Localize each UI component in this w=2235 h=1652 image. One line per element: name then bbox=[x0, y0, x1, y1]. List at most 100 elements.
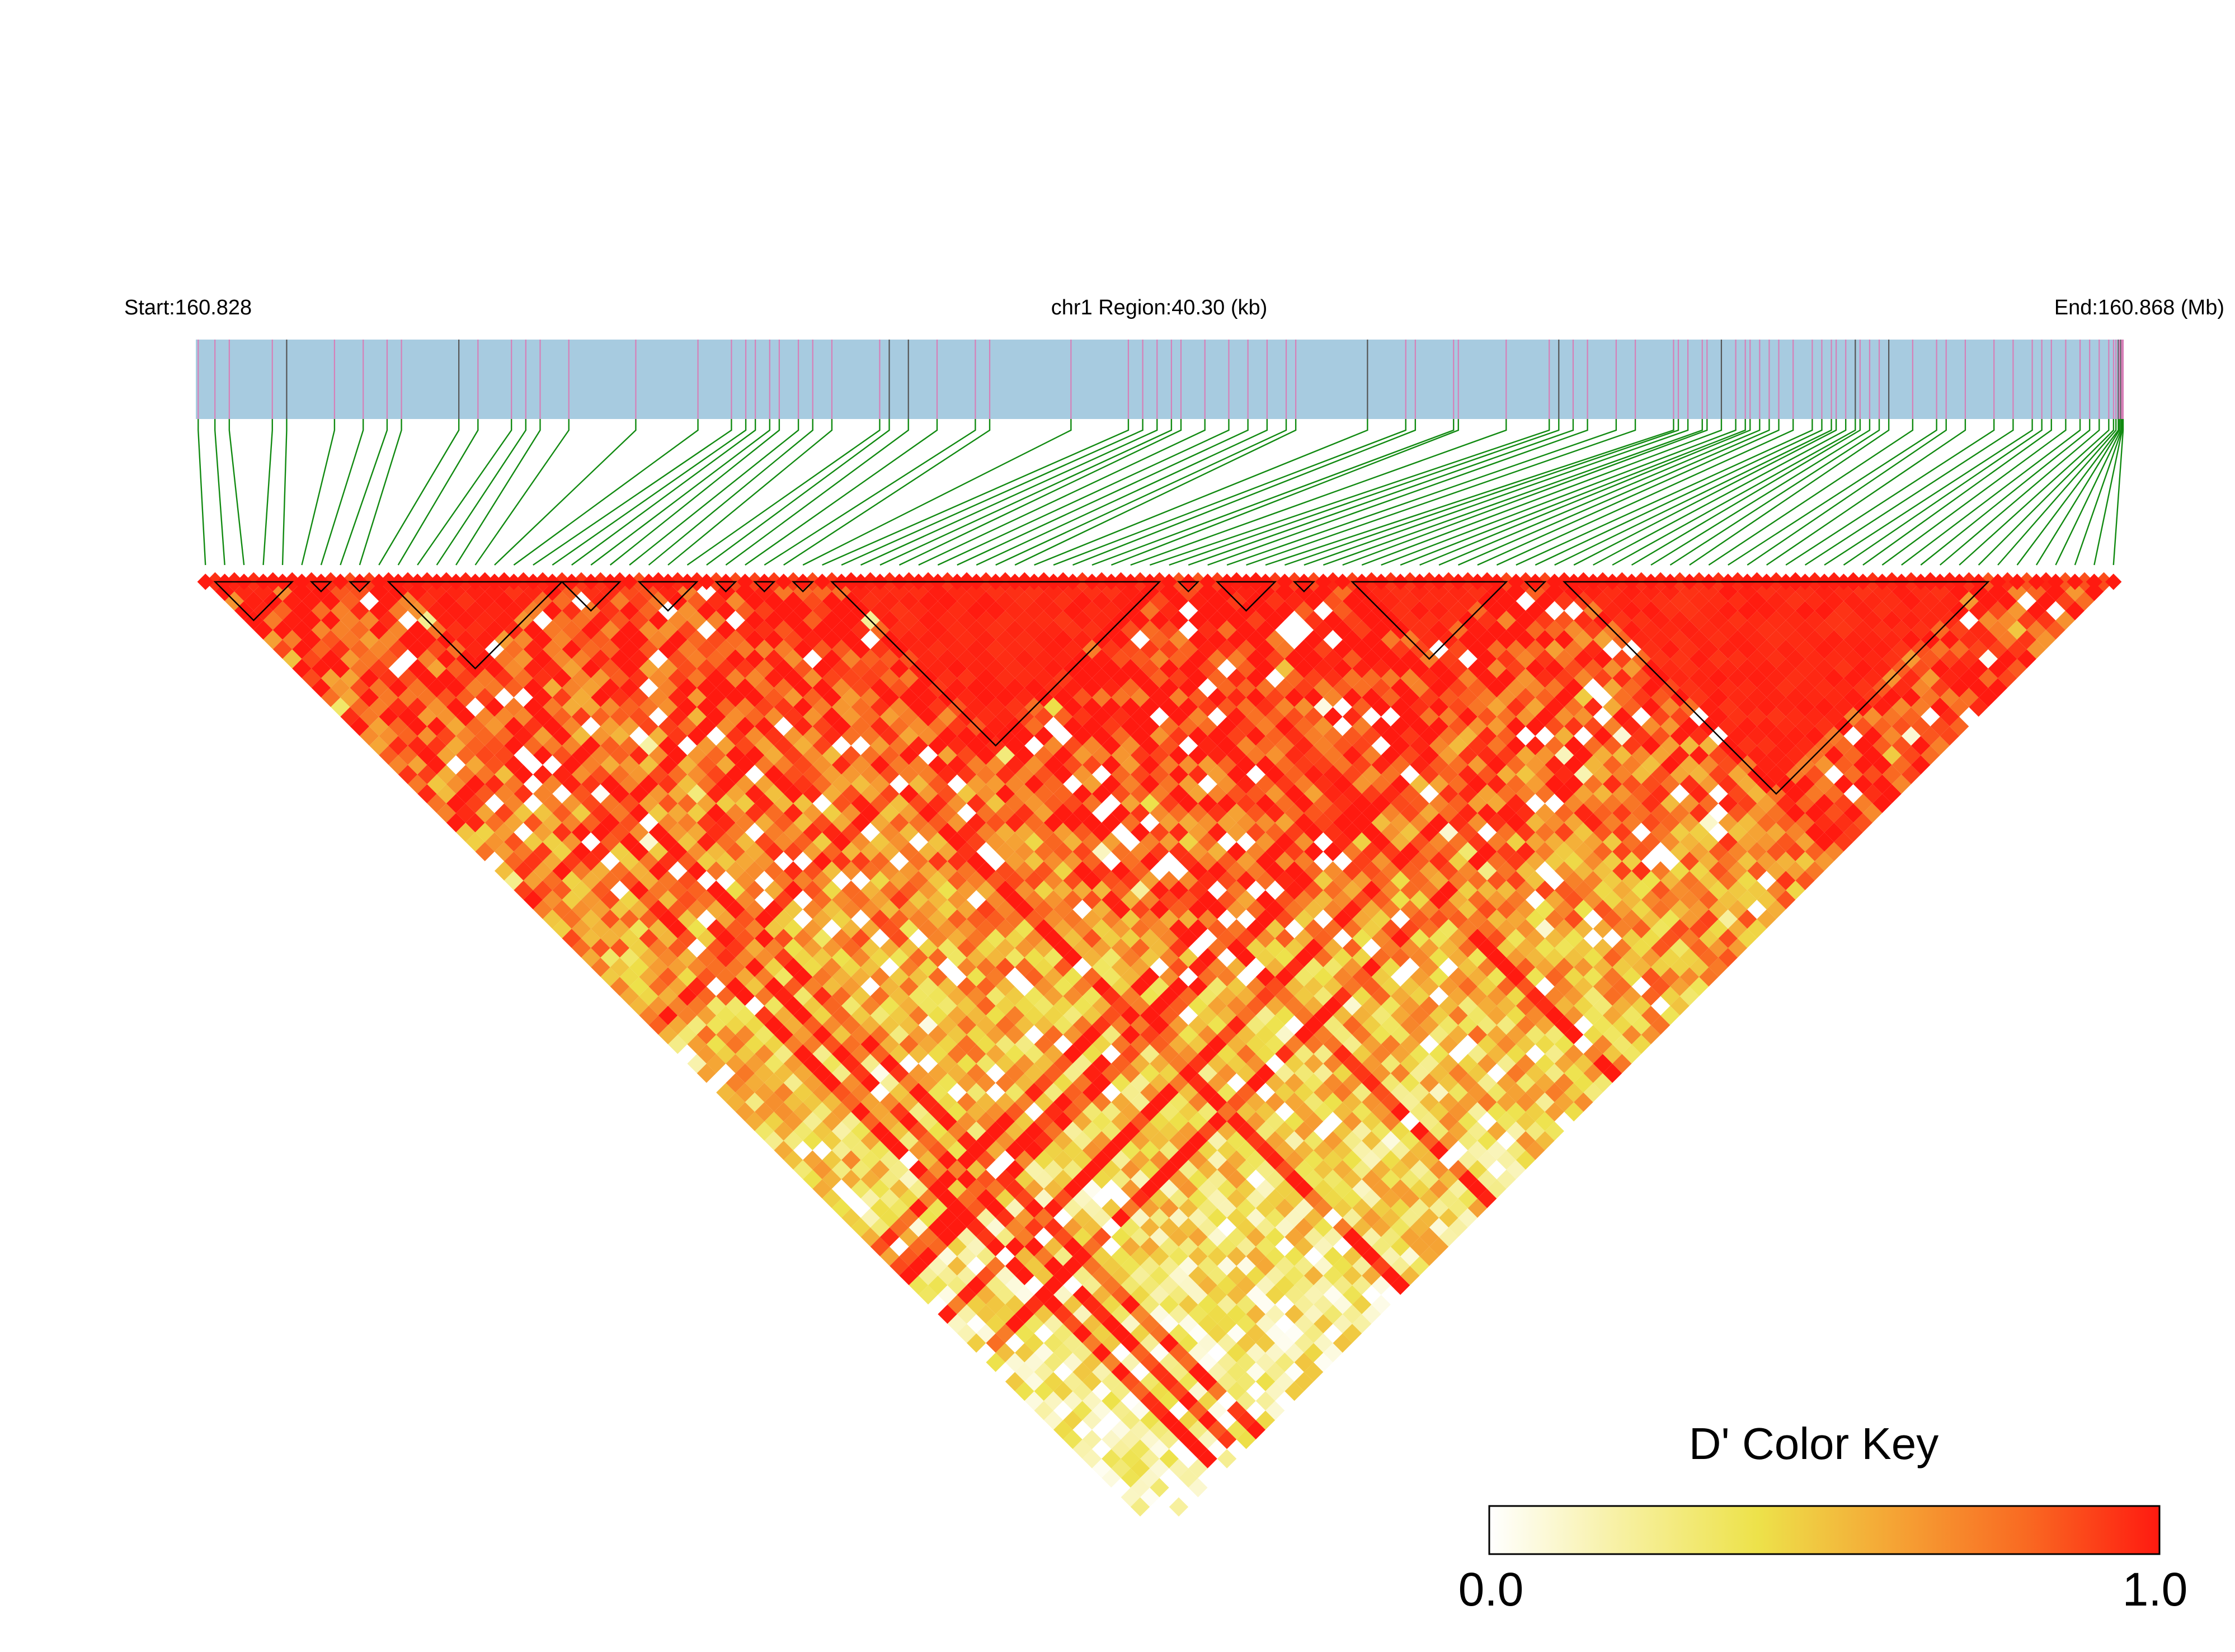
ld-cell bbox=[1545, 929, 1564, 948]
ld-cell bbox=[533, 649, 553, 669]
ld-cell bbox=[1381, 1285, 1401, 1305]
ld-cell bbox=[1188, 1477, 1208, 1498]
ld-cell bbox=[629, 630, 649, 649]
ld-cell bbox=[1178, 1141, 1198, 1160]
ld-cell bbox=[1709, 745, 1728, 765]
ld-cell bbox=[629, 938, 649, 958]
ld-cell bbox=[436, 688, 457, 707]
ld-cell bbox=[1255, 658, 1276, 679]
ld-cell bbox=[1419, 630, 1439, 649]
ld-cell bbox=[1063, 639, 1083, 659]
ld-cell bbox=[938, 996, 957, 1016]
ld-cell bbox=[1805, 669, 1825, 688]
ld-cell bbox=[1314, 1102, 1333, 1122]
ld-cell bbox=[812, 813, 832, 832]
ld-cell bbox=[1679, 870, 1700, 891]
ld-cell bbox=[1410, 717, 1429, 736]
ld-cell bbox=[292, 601, 312, 620]
ld-cell bbox=[639, 755, 658, 775]
ld-cell bbox=[1477, 919, 1497, 939]
snp-connector bbox=[1496, 419, 1794, 566]
ld-cell bbox=[639, 967, 658, 987]
ld-cell bbox=[1631, 610, 1651, 630]
ld-cell bbox=[1516, 996, 1536, 1016]
ld-cell bbox=[1024, 1044, 1044, 1064]
ld-cell bbox=[1294, 755, 1314, 775]
ld-cell bbox=[1304, 745, 1324, 765]
ld-cell bbox=[543, 755, 562, 775]
ld-cell bbox=[1410, 967, 1429, 987]
ld-cell bbox=[860, 957, 880, 977]
ld-cell bbox=[552, 745, 572, 765]
ld-cell bbox=[1660, 620, 1680, 640]
ld-cell bbox=[1178, 1295, 1198, 1315]
ld-cell bbox=[1400, 1054, 1420, 1074]
ld-cell bbox=[1236, 813, 1256, 832]
ld-cell bbox=[562, 736, 581, 756]
ld-cell bbox=[677, 890, 697, 910]
ld-cell bbox=[283, 610, 302, 630]
ld-cell bbox=[995, 688, 1015, 707]
ld-cell bbox=[1111, 649, 1131, 669]
ld-cell bbox=[1159, 1141, 1179, 1160]
ld-cell bbox=[1371, 967, 1391, 987]
ld-cell bbox=[1371, 1198, 1391, 1218]
ld-cell bbox=[1053, 1420, 1073, 1440]
ld-cell bbox=[995, 745, 1015, 765]
ld-cell bbox=[1400, 1227, 1420, 1247]
ld-cell bbox=[1053, 1304, 1073, 1324]
ld-cell bbox=[1159, 1102, 1179, 1122]
ld-cell bbox=[1188, 957, 1208, 977]
ld-cell bbox=[1535, 630, 1555, 649]
ld-cell bbox=[1140, 774, 1160, 794]
snp-connector bbox=[1669, 419, 1880, 566]
snp-track bbox=[196, 340, 2124, 419]
ld-cell bbox=[745, 977, 765, 996]
ld-cell bbox=[1130, 1227, 1150, 1247]
ld-cell bbox=[1400, 977, 1420, 996]
ld-cell bbox=[1709, 591, 1728, 611]
ld-cell bbox=[1448, 890, 1468, 910]
ld-cell bbox=[841, 822, 861, 843]
ld-cell bbox=[514, 669, 533, 688]
ld-cell bbox=[879, 1092, 900, 1112]
ld-cell bbox=[1265, 822, 1285, 843]
ld-cell bbox=[967, 1160, 986, 1179]
ld-cell bbox=[812, 1102, 832, 1122]
ld-cell bbox=[851, 1082, 871, 1103]
ld-cell bbox=[1506, 774, 1526, 794]
ld-cell bbox=[1776, 813, 1796, 832]
ld-cell bbox=[292, 639, 312, 659]
ld-cell bbox=[1121, 967, 1141, 987]
ld-cell bbox=[1130, 1304, 1150, 1324]
ld-cell bbox=[388, 620, 408, 640]
ld-cell bbox=[1178, 851, 1198, 871]
ld-cell bbox=[1082, 929, 1102, 948]
ld-cell bbox=[870, 1025, 890, 1044]
ld-cell bbox=[562, 755, 581, 775]
ld-cell bbox=[1679, 658, 1700, 679]
ld-cell bbox=[1419, 610, 1439, 630]
ld-cell bbox=[1699, 851, 1719, 871]
ld-cell bbox=[1246, 610, 1265, 630]
ld-cell bbox=[1207, 630, 1227, 649]
ld-cell bbox=[1371, 697, 1391, 717]
ld-cell bbox=[1275, 986, 1295, 1006]
ld-cell bbox=[571, 861, 591, 881]
ld-cell bbox=[938, 649, 957, 669]
ld-cell bbox=[1323, 1092, 1343, 1112]
ld-cell bbox=[677, 755, 697, 775]
ld-cell bbox=[995, 1189, 1015, 1208]
ld-cell bbox=[1371, 986, 1391, 1006]
ld-cell bbox=[1005, 1198, 1025, 1218]
ld-cell bbox=[543, 717, 562, 736]
ld-cell bbox=[1246, 1015, 1265, 1035]
ld-cell bbox=[1631, 957, 1651, 977]
ld-cell bbox=[870, 678, 890, 698]
ld-cell bbox=[967, 1276, 986, 1295]
snp-connector bbox=[686, 419, 881, 566]
ld-cell bbox=[1458, 996, 1478, 1016]
ld-cell bbox=[600, 697, 620, 717]
ld-cell bbox=[1159, 1372, 1179, 1391]
ld-cell bbox=[543, 851, 562, 871]
